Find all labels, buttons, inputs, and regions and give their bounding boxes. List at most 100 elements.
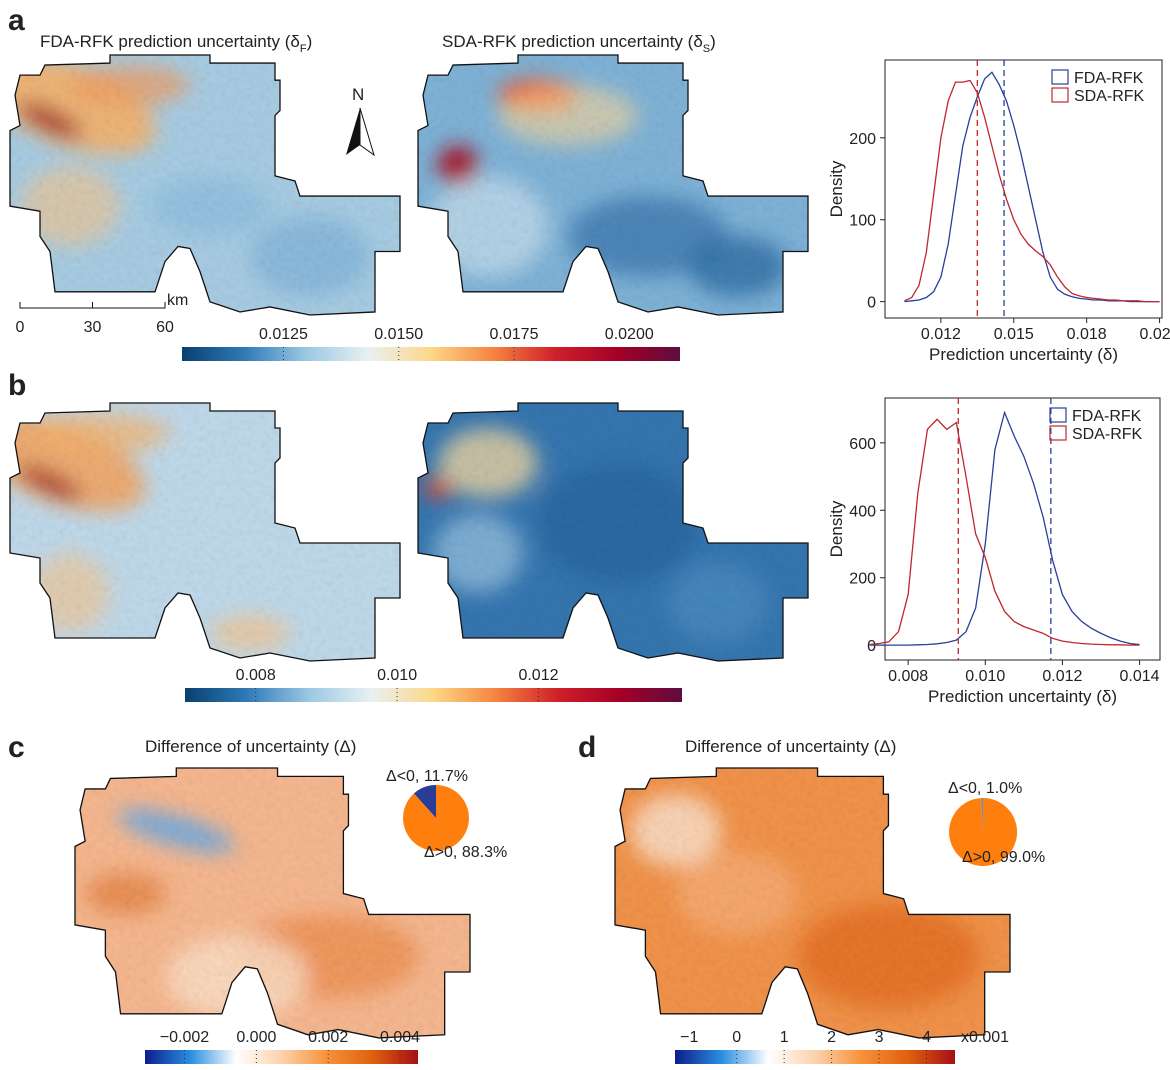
- colorbar-tick-label: 0.0175: [490, 326, 539, 343]
- colorbar-tick-label: 0.004: [380, 1029, 420, 1046]
- colorbar: [675, 1050, 955, 1064]
- map-title-text: SDA-RFK prediction uncertainty (δ: [442, 32, 703, 51]
- colorbar-tick-label: 0.0125: [259, 326, 308, 343]
- map: [9, 402, 401, 662]
- density-line: [904, 79, 1160, 303]
- map-title-sub: F: [300, 43, 307, 55]
- map-fill: [615, 768, 1010, 1038]
- map-fill: [10, 55, 400, 315]
- density-line: [869, 410, 1140, 646]
- density-line: [869, 418, 1140, 646]
- map: [417, 402, 809, 662]
- map-title-text: FDA-RFK prediction uncertainty (δ: [40, 32, 300, 51]
- map-title-text: Difference of uncertainty (Δ): [685, 737, 896, 756]
- colorbar-tick-label: 1: [780, 1029, 789, 1046]
- x-axis-label: Prediction uncertainty (δ): [928, 687, 1117, 706]
- y-tick-label: 0: [867, 638, 876, 655]
- colorbar-tick-label: 0.000: [236, 1029, 276, 1046]
- colorbar-tick-label: 0: [732, 1029, 741, 1046]
- map-texture: [615, 768, 1010, 1038]
- colorbar-tick-label: 0.010: [377, 667, 417, 684]
- x-tick-label: 0.015: [994, 326, 1034, 343]
- map-title-sub: S: [703, 43, 710, 55]
- plot-frame: [884, 397, 1161, 661]
- legend-label: FDA-RFK: [1072, 408, 1142, 425]
- map-title: FDA-RFK prediction uncertainty (δF): [40, 32, 312, 55]
- pie-slice: [980, 798, 983, 832]
- map-texture: [418, 55, 808, 315]
- x-tick-label: 0.012: [921, 326, 961, 343]
- map-fill: [418, 403, 808, 661]
- pie-label: Δ>0, 99.0%: [962, 849, 1045, 866]
- panel-label: b: [8, 369, 26, 402]
- y-tick-label: 600: [849, 436, 876, 453]
- map: [9, 54, 401, 316]
- colorbar-tick-label: 2: [827, 1029, 836, 1046]
- x-tick-label: 0.021: [1140, 326, 1170, 343]
- density-line: [904, 71, 1160, 303]
- y-tick-label: 200: [849, 131, 876, 148]
- legend-swatch: [1049, 425, 1067, 441]
- y-axis-label: Density: [827, 160, 846, 217]
- scale-label: 60: [156, 319, 174, 336]
- legend-label: FDA-RFK: [1074, 70, 1144, 87]
- pie-label: Δ<0, 1.0%: [948, 780, 1022, 797]
- panel-label: d: [578, 731, 596, 764]
- pie-slice: [402, 785, 469, 852]
- scale-label: 0: [16, 319, 25, 336]
- pie-label: Δ<0, 11.7%: [386, 768, 468, 785]
- pie-slice: [413, 785, 436, 818]
- legend-label: SDA-RFK: [1074, 88, 1145, 105]
- map-texture: [10, 55, 400, 315]
- map-title: Difference of uncertainty (Δ): [685, 737, 896, 756]
- plot-frame: [884, 59, 1163, 319]
- map-title: SDA-RFK prediction uncertainty (δS): [442, 32, 716, 55]
- x-tick-label: 0.014: [1120, 668, 1160, 685]
- x-tick-label: 0.018: [1067, 326, 1107, 343]
- north-label: N: [352, 85, 364, 104]
- map-texture: [10, 403, 400, 661]
- colorbar-tick-label: 4: [922, 1029, 931, 1046]
- north-arrow-left: [346, 108, 360, 155]
- scale-unit: km: [167, 292, 188, 309]
- map-title: Difference of uncertainty (Δ): [145, 737, 356, 756]
- colorbar-tick-label: 0.0200: [605, 326, 654, 343]
- y-axis-label: Density: [827, 500, 846, 557]
- panel-label: a: [8, 4, 25, 37]
- legend-label: SDA-RFK: [1072, 426, 1143, 443]
- x-axis-label: Prediction uncertainty (δ): [929, 345, 1118, 364]
- map-outline: [9, 402, 401, 662]
- map: [417, 54, 809, 316]
- map-title-text: Difference of uncertainty (Δ): [145, 737, 356, 756]
- map-title-end: ): [710, 32, 716, 51]
- north-arrow-right: [359, 107, 375, 157]
- y-tick-label: 400: [849, 503, 876, 520]
- colorbar-tick-label: −1: [680, 1029, 698, 1046]
- map-outline: [614, 767, 1011, 1039]
- map: [614, 767, 1011, 1039]
- x-tick-label: 0.010: [965, 668, 1005, 685]
- map-texture: [418, 403, 808, 661]
- colorbar-multiplier: x0.001: [961, 1029, 1009, 1046]
- map-outline: [417, 54, 809, 316]
- map-fill: [418, 55, 808, 315]
- pie-slice: [949, 798, 1018, 867]
- x-tick-label: 0.012: [1042, 668, 1082, 685]
- legend-swatch: [1051, 87, 1069, 103]
- colorbar-tick-label: 0.002: [308, 1029, 348, 1046]
- map-fill: [10, 403, 400, 661]
- scale-label: 30: [84, 319, 102, 336]
- y-tick-label: 200: [849, 571, 876, 588]
- colorbar-tick-label: 3: [875, 1029, 884, 1046]
- colorbar: [185, 688, 682, 702]
- pie-label: Δ>0, 88.3%: [424, 844, 507, 861]
- panel-label: c: [8, 731, 25, 764]
- colorbar-tick-label: 0.008: [236, 667, 276, 684]
- colorbar: [145, 1050, 418, 1064]
- map-title-end: ): [307, 32, 313, 51]
- map-outline: [417, 402, 809, 662]
- colorbar: [182, 347, 680, 361]
